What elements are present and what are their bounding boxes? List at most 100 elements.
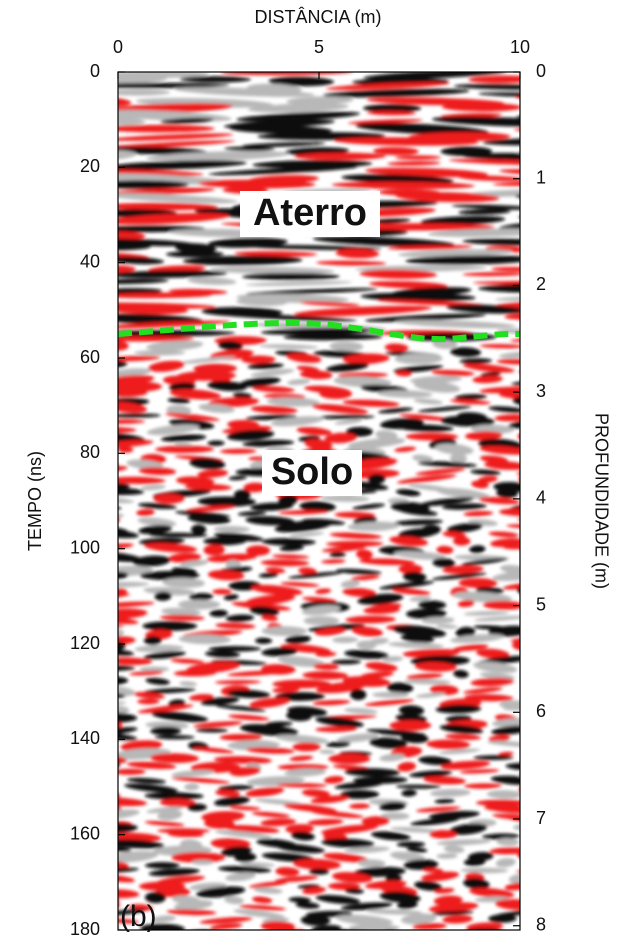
reflection (401, 789, 417, 797)
y2-tick-label: 0 (536, 61, 546, 81)
reflection (144, 792, 204, 800)
reflection (160, 117, 214, 124)
reflection (385, 874, 402, 883)
reflection (118, 488, 145, 496)
reflection (498, 508, 520, 517)
reflection (250, 502, 294, 511)
reflection (157, 810, 183, 821)
reflection (395, 370, 412, 377)
reflection (549, 908, 597, 921)
reflection (187, 277, 237, 285)
reflection (85, 558, 108, 566)
reflection (138, 467, 177, 476)
reflection (118, 238, 196, 247)
reflection (145, 677, 171, 685)
reflection (212, 588, 232, 595)
y-axis-title: TEMPO (ns) (25, 451, 45, 551)
reflection (526, 684, 568, 690)
reflection (251, 811, 291, 818)
reflection (552, 727, 584, 736)
reflection (146, 340, 204, 351)
reflection (345, 223, 495, 231)
reflection (184, 483, 232, 491)
reflection (373, 147, 419, 156)
reflection (343, 846, 390, 853)
reflection (364, 313, 486, 323)
reflection (118, 304, 189, 315)
reflection (187, 803, 207, 812)
reflection (461, 188, 520, 198)
reflection (234, 251, 318, 257)
reflection (518, 369, 520, 376)
reflection (229, 766, 261, 777)
reflection (149, 532, 208, 538)
reflection (392, 625, 447, 638)
reflection (285, 824, 314, 834)
reflection (140, 923, 186, 930)
reflection (387, 161, 441, 166)
reflection (208, 645, 261, 652)
reflection (215, 789, 241, 797)
reflection (193, 721, 243, 728)
reflection (321, 559, 346, 564)
reflection (186, 505, 235, 512)
reflection (118, 483, 131, 490)
reflection (118, 270, 228, 279)
reflection (449, 158, 520, 166)
annotation-box (262, 450, 362, 496)
reflection (118, 922, 119, 930)
reflection (228, 714, 270, 721)
reflection (309, 868, 330, 875)
reflection (431, 116, 520, 127)
reflection (218, 340, 243, 351)
reflection (118, 685, 136, 697)
reflection (241, 142, 326, 148)
reflection (252, 896, 273, 904)
reflection (535, 748, 580, 759)
reflection (225, 614, 255, 622)
reflection (118, 797, 147, 807)
reflection (488, 406, 520, 413)
reflection (154, 591, 172, 601)
reflection (118, 791, 121, 800)
reflection (126, 761, 177, 770)
reflection (395, 192, 500, 203)
reflection (484, 461, 520, 470)
reflection (85, 777, 107, 785)
reflection (218, 785, 254, 791)
reflection (379, 801, 407, 811)
reflection (195, 728, 228, 733)
reflection (462, 238, 520, 246)
reflection (436, 853, 458, 859)
reflection (320, 495, 370, 502)
reflection (400, 913, 437, 925)
reflection (278, 510, 329, 515)
reflection (207, 381, 247, 392)
reflection (545, 410, 565, 419)
reflection (516, 468, 520, 476)
reflection (253, 887, 283, 894)
reflection (446, 304, 520, 314)
reflection (189, 694, 214, 701)
reflection (398, 528, 438, 539)
reflection (477, 475, 498, 483)
reflection (118, 150, 137, 161)
reflection (395, 319, 516, 329)
reflection (488, 625, 520, 637)
reflection (241, 355, 276, 364)
reflection (518, 768, 520, 778)
reflection (480, 372, 501, 377)
reflection (315, 894, 361, 905)
reflection (331, 181, 475, 190)
reflection (434, 798, 455, 804)
reflection (553, 718, 593, 727)
reflection (144, 820, 185, 827)
y-tick-label: 100 (70, 537, 100, 557)
reflection (129, 670, 164, 676)
reflection (155, 886, 191, 898)
reflection (153, 493, 185, 504)
reflection (368, 473, 386, 485)
reflection (142, 621, 198, 631)
reflection (379, 753, 406, 762)
reflection (275, 734, 329, 744)
